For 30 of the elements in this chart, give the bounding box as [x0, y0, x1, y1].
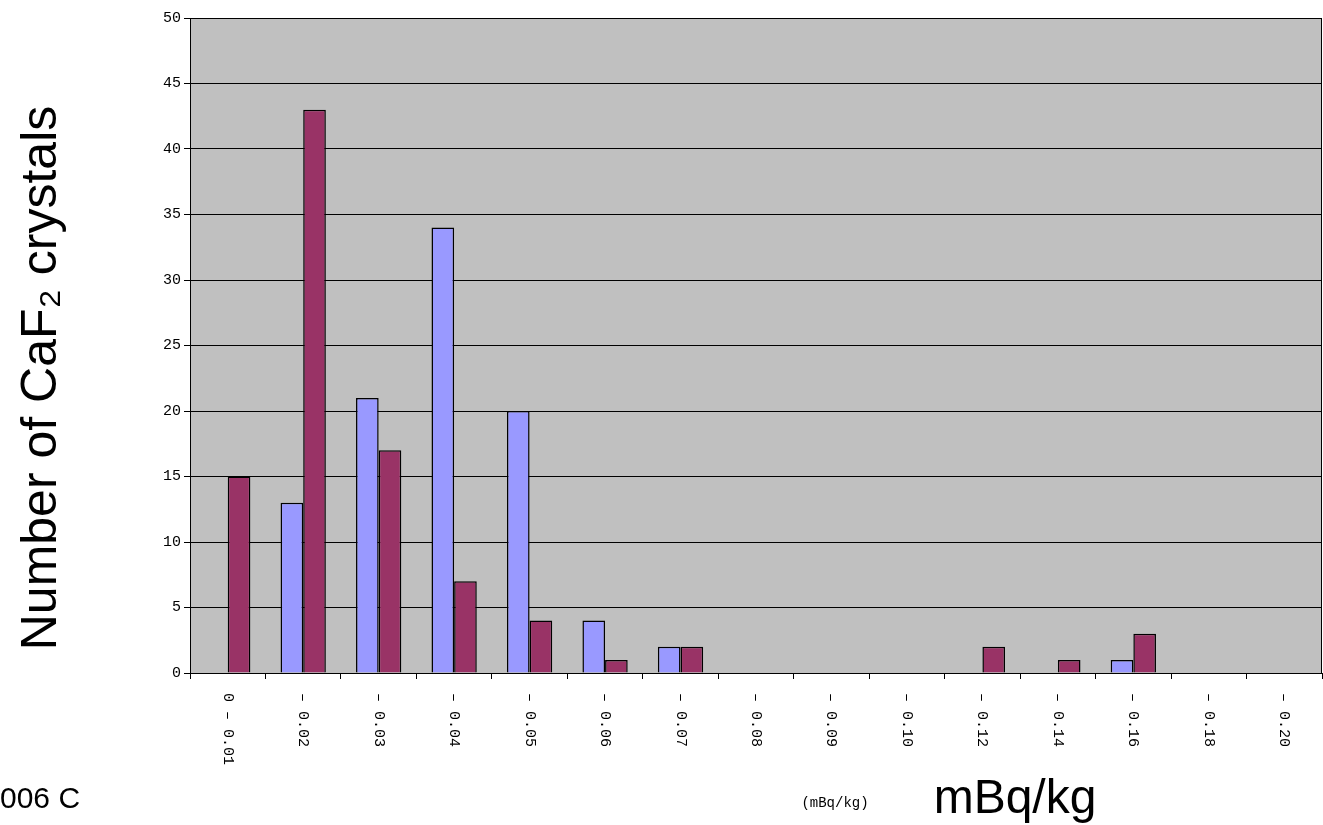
y-axis-title: Number of CaF₂ crystals: [10, 105, 67, 651]
y-tick-label: 25: [162, 337, 181, 355]
x-tick-label: – 0.07: [671, 693, 689, 748]
x-tick-label: – 0.16: [1124, 693, 1142, 748]
y-tick-label: 45: [162, 75, 181, 93]
y-tick-label: 50: [162, 9, 181, 27]
y-tick-label: 30: [162, 271, 181, 289]
y-tick-label: 5: [171, 599, 181, 617]
x-tick-label: – 0.18: [1199, 693, 1217, 748]
y-tick-label: 35: [162, 206, 181, 224]
x-tick-label: – 0.04: [445, 693, 463, 748]
x-tick-label: – 0.03: [369, 693, 387, 748]
text: 006 C: [0, 781, 81, 815]
x-tick-label: – 0.14: [1048, 693, 1066, 748]
x-tick-label: 0 – 0.01: [218, 693, 236, 766]
y-tick-label: 20: [162, 402, 181, 420]
x-tick-label: – 0.05: [520, 693, 538, 748]
y-tick-label: 10: [162, 533, 181, 551]
x-tick-label: – 0.08: [747, 693, 765, 748]
y-tick-label: 40: [162, 140, 181, 158]
y-tick-label: 15: [162, 468, 181, 486]
text: (mBq/kg): [801, 794, 869, 811]
x-tick-label: – 0.12: [973, 693, 991, 748]
x-tick-label: – 0.10: [897, 693, 915, 748]
y-tick-label: 0: [171, 664, 181, 682]
x-axis-title: mBq/kg: [933, 770, 1097, 824]
x-tick-label: – 0.02: [294, 693, 312, 748]
x-tick-label: – 0.09: [822, 693, 840, 748]
x-tick-label: – 0.20: [1275, 693, 1293, 748]
x-tick-label: – 0.06: [596, 693, 614, 748]
